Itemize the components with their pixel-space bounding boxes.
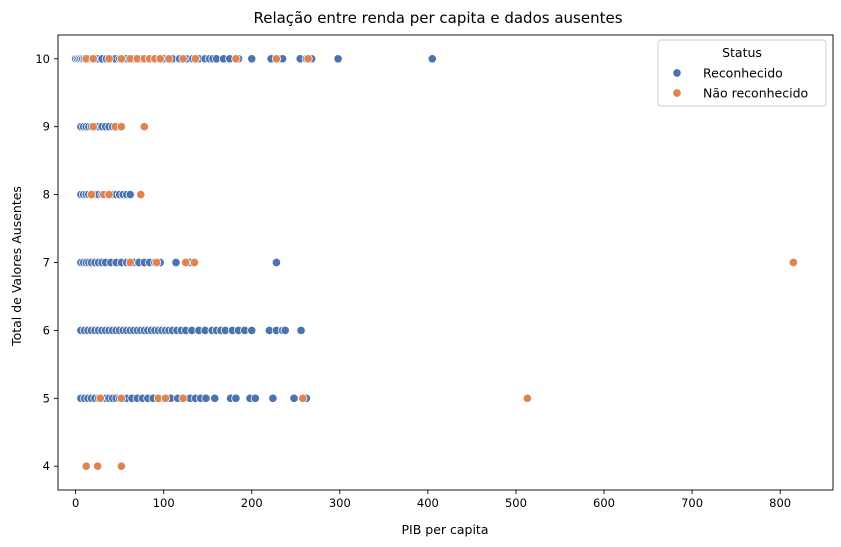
point-nao-reconhecido — [788, 257, 798, 268]
y-axis: 4 5 6 7 8 9 10 — [35, 52, 58, 473]
x-tick-label: 0 — [72, 496, 79, 510]
point-nao-reconhecido — [178, 393, 188, 403]
y-axis-label: Total de Valores Ausentes — [9, 186, 24, 347]
y-tick-label: 10 — [35, 52, 50, 66]
x-axis: 0 100 200 300 400 500 600 700 800 — [72, 490, 791, 510]
point-nao-reconhecido — [116, 461, 126, 471]
x-tick-label: 100 — [153, 496, 175, 510]
legend-label: Não reconhecido — [703, 86, 808, 101]
point-nao-reconhecido — [88, 54, 98, 64]
x-tick-label: 200 — [241, 496, 263, 510]
point-nao-reconhecido — [136, 190, 146, 200]
y-tick-label: 5 — [43, 391, 50, 405]
point-nao-reconhecido — [93, 461, 103, 471]
legend-label: Reconhecido — [703, 66, 783, 81]
point-nao-reconhecido — [125, 257, 135, 268]
point-reconhecido — [333, 54, 343, 64]
point-reconhecido — [268, 393, 278, 403]
x-tick-label: 400 — [417, 496, 439, 510]
legend-marker — [672, 68, 682, 78]
y-tick-label: 7 — [43, 256, 50, 270]
point-nao-reconhecido — [104, 190, 114, 200]
point-nao-reconhecido — [522, 393, 532, 403]
point-reconhecido — [296, 325, 306, 335]
point-nao-reconhecido — [104, 54, 114, 64]
point-reconhecido — [250, 393, 260, 403]
chart-title: Relação entre renda per capita e dados a… — [253, 9, 622, 27]
point-reconhecido — [231, 393, 241, 403]
x-tick-label: 500 — [505, 496, 527, 510]
point-nao-reconhecido — [86, 190, 97, 200]
y-tick-label: 8 — [43, 188, 50, 202]
point-nao-reconhecido — [231, 54, 241, 64]
point-nao-reconhecido — [116, 393, 126, 403]
legend: Status Reconhecido Não reconhecido — [657, 39, 827, 107]
point-nao-reconhecido — [139, 122, 149, 132]
legend-marker — [672, 88, 682, 98]
x-tick-label: 300 — [329, 496, 351, 510]
legend-title: Status — [722, 45, 762, 60]
point-nao-reconhecido — [164, 54, 174, 64]
y-tick-label: 4 — [43, 459, 50, 473]
point-nao-reconhecido — [81, 461, 91, 471]
point-reconhecido — [289, 393, 299, 403]
point-nao-reconhecido — [155, 54, 165, 64]
point-nao-reconhecido — [303, 54, 313, 64]
data-points — [71, 54, 798, 471]
point-reconhecido — [427, 54, 437, 64]
point-nao-reconhecido — [116, 54, 126, 64]
point-nao-reconhecido — [271, 54, 281, 64]
point-reconhecido — [271, 257, 281, 268]
point-reconhecido — [280, 325, 290, 335]
point-reconhecido — [171, 257, 181, 268]
x-axis-label: PIB per capita — [401, 522, 488, 537]
y-tick-label: 9 — [43, 120, 50, 134]
point-reconhecido — [210, 393, 220, 403]
point-reconhecido — [247, 325, 257, 335]
point-nao-reconhecido — [178, 54, 188, 64]
point-nao-reconhecido — [95, 393, 105, 403]
y-tick-label: 6 — [43, 323, 50, 337]
x-tick-label: 800 — [769, 496, 791, 510]
point-nao-reconhecido — [189, 257, 200, 268]
point-nao-reconhecido — [190, 54, 200, 64]
point-reconhecido — [125, 190, 135, 200]
legend-box — [657, 39, 827, 107]
x-tick-label: 700 — [681, 496, 703, 510]
point-nao-reconhecido — [116, 122, 126, 132]
point-nao-reconhecido — [298, 393, 308, 403]
point-nao-reconhecido — [160, 393, 171, 403]
point-reconhecido — [247, 54, 257, 64]
point-reconhecido — [201, 393, 211, 403]
x-tick-label: 600 — [593, 496, 615, 510]
point-nao-reconhecido — [88, 122, 98, 132]
point-nao-reconhecido — [152, 257, 162, 268]
point-nao-reconhecido — [181, 257, 191, 268]
